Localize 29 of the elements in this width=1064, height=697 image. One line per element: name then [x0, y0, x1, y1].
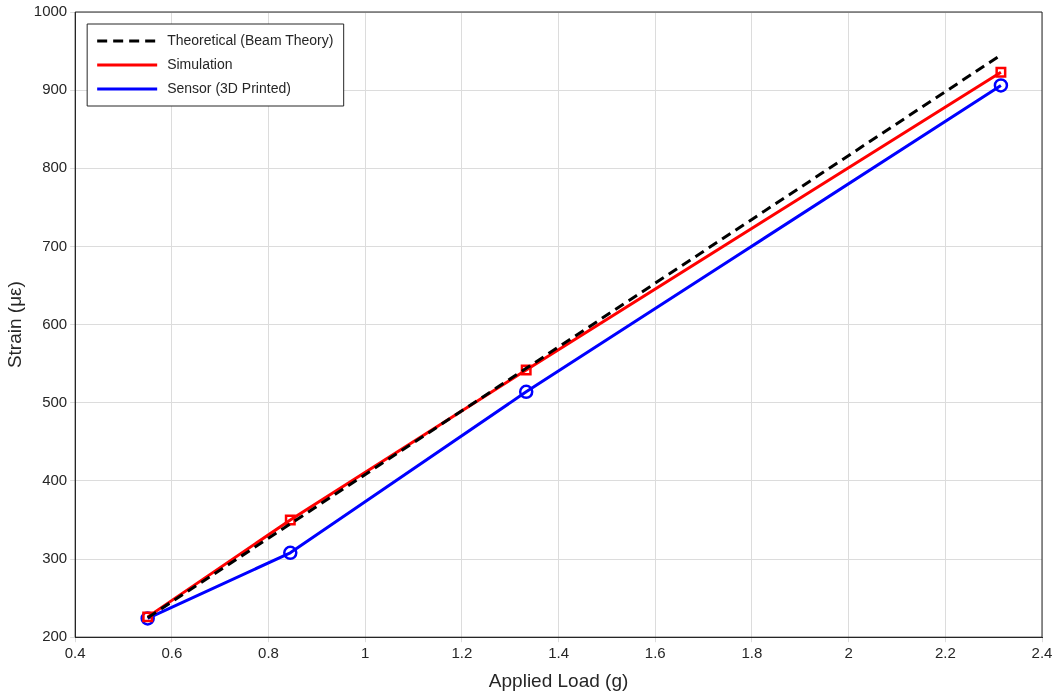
point [993, 78, 1009, 93]
legend-label: Theoretical (Beam Theory) [167, 31, 334, 48]
y-tick-label: 900 [42, 80, 68, 98]
y-tick-label: 800 [42, 158, 68, 176]
y-tick-label: 1000 [33, 2, 68, 20]
x-axis-title: Applied Load (g) [488, 669, 629, 691]
legend-label: Simulation [167, 55, 233, 72]
y-axis-title: Strain (με) [3, 281, 25, 369]
x-tick-label: 0.4 [64, 644, 86, 662]
point [283, 545, 298, 561]
x-tick-label: 2.4 [1031, 644, 1053, 662]
x-tick-label: 1 [361, 644, 370, 662]
legend-label: Sensor (3D Printed) [167, 79, 291, 96]
y-tick-label: 500 [42, 392, 68, 410]
y-tick-label: 200 [42, 627, 68, 645]
point [995, 66, 1007, 78]
point [518, 384, 534, 400]
y-tick-label: 600 [42, 314, 68, 332]
x-tick-label: 1.6 [644, 644, 666, 662]
x-tick-label: 1.8 [741, 644, 763, 662]
x-tick-label: 2 [844, 644, 853, 662]
x-tick-label: 0.6 [161, 644, 183, 662]
x-tick-label: 1.2 [451, 644, 473, 662]
y-tick-label: 700 [42, 236, 68, 254]
x-tick-label: 1.4 [548, 644, 570, 662]
y-tick-label: 400 [42, 471, 68, 489]
x-tick-label: 2.2 [934, 644, 956, 662]
y-tick-label: 300 [42, 549, 68, 567]
x-tick-label: 0.8 [258, 644, 279, 662]
